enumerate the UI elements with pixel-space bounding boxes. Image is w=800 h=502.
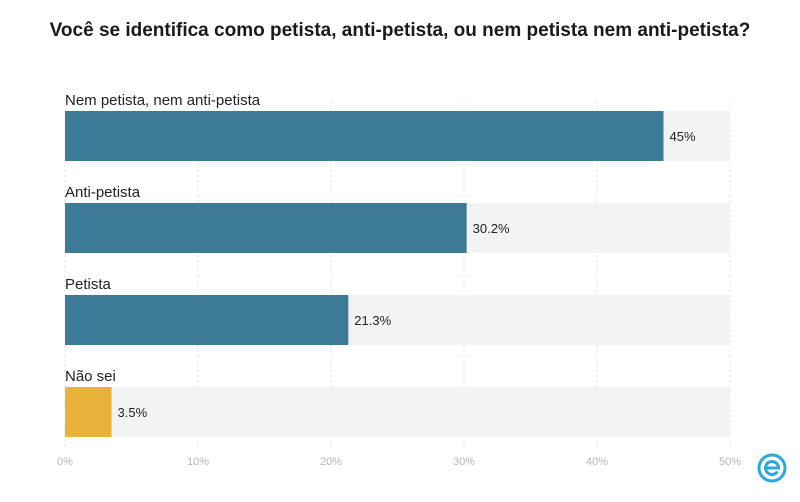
e-circle-logo-icon [757, 453, 787, 483]
bar-track [65, 387, 730, 437]
category-label: Petista [65, 276, 112, 293]
value-label: 30.2% [473, 221, 510, 236]
x-axis-ticks: 0% 10% 20% 30% 40% 50% [57, 456, 741, 468]
chart-title: Você se identifica como petista, anti-pe… [49, 20, 751, 41]
bar [65, 111, 664, 161]
bar [65, 387, 112, 437]
category-label: Anti-petista [65, 184, 141, 201]
value-labels: 45% 30.2% 21.3% 3.5% [118, 129, 696, 420]
bar [65, 295, 349, 345]
bar [65, 203, 467, 253]
bars [65, 111, 664, 437]
value-label: 45% [670, 129, 696, 144]
x-tick-label: 30% [453, 456, 475, 468]
category-label: Não sei [65, 368, 116, 385]
category-labels: Nem petista, nem anti-petista Anti-petist… [65, 92, 261, 385]
x-tick-label: 20% [320, 456, 342, 468]
x-tick-label: 10% [187, 456, 209, 468]
x-tick-label: 50% [719, 456, 741, 468]
value-label: 21.3% [354, 313, 391, 328]
value-label: 3.5% [118, 405, 148, 420]
category-label: Nem petista, nem anti-petista [65, 92, 261, 109]
x-tick-label: 40% [586, 456, 608, 468]
x-tick-label: 0% [57, 456, 73, 468]
